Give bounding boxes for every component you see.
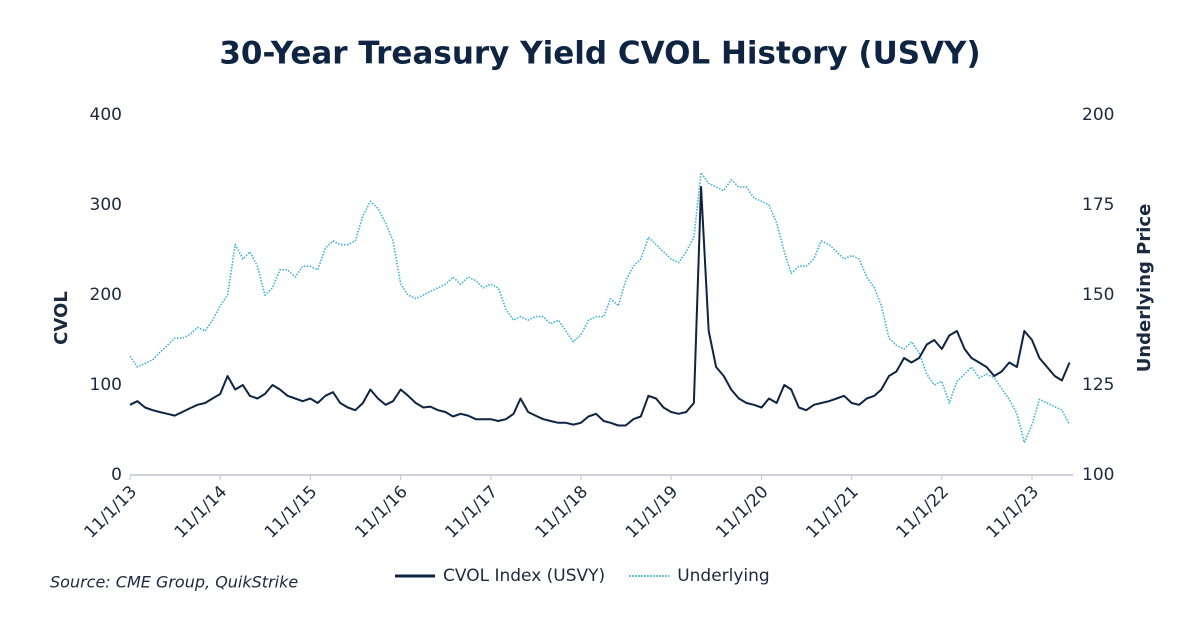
x-tick-label: 11/1/13 bbox=[81, 482, 141, 542]
y-tick-label: 400 bbox=[90, 105, 122, 125]
legend-label: Underlying bbox=[677, 566, 770, 586]
x-tick-label: 11/1/19 bbox=[622, 482, 682, 542]
x-tick-label: 11/1/22 bbox=[892, 482, 952, 542]
y2-tick-label: 175 bbox=[1082, 195, 1114, 215]
y-tick-label: 0 bbox=[111, 465, 122, 485]
source-note: Source: CME Group, QuikStrike bbox=[50, 573, 298, 592]
x-tick-label: 11/1/18 bbox=[532, 482, 592, 542]
series-line bbox=[129, 171, 1071, 444]
y-tick-label: 300 bbox=[90, 195, 122, 215]
x-tick-label: 11/1/17 bbox=[441, 482, 501, 542]
x-tick-label: 11/1/16 bbox=[351, 482, 411, 542]
chart-title: 30-Year Treasury Yield CVOL History (USV… bbox=[219, 36, 980, 72]
y2-tick-label: 200 bbox=[1082, 105, 1114, 125]
y-tick-label: 100 bbox=[90, 375, 122, 395]
y-tick-label: 200 bbox=[90, 285, 122, 305]
series-line bbox=[129, 186, 1071, 427]
x-tick-label: 11/1/14 bbox=[171, 482, 231, 542]
x-tick-label: 11/1/15 bbox=[261, 482, 321, 542]
y2-tick-label: 150 bbox=[1082, 285, 1114, 305]
legend-label: CVOL Index (USVY) bbox=[443, 566, 605, 586]
y2-tick-label: 100 bbox=[1082, 465, 1114, 485]
x-tick-label: 11/1/21 bbox=[802, 482, 862, 542]
y2-axis-label: Underlying Price bbox=[1134, 204, 1155, 373]
y-axis-label: CVOL bbox=[51, 291, 72, 345]
x-tick-label: 11/1/23 bbox=[983, 482, 1043, 542]
y2-tick-label: 125 bbox=[1082, 375, 1114, 395]
x-tick-label: 11/1/20 bbox=[712, 482, 772, 542]
